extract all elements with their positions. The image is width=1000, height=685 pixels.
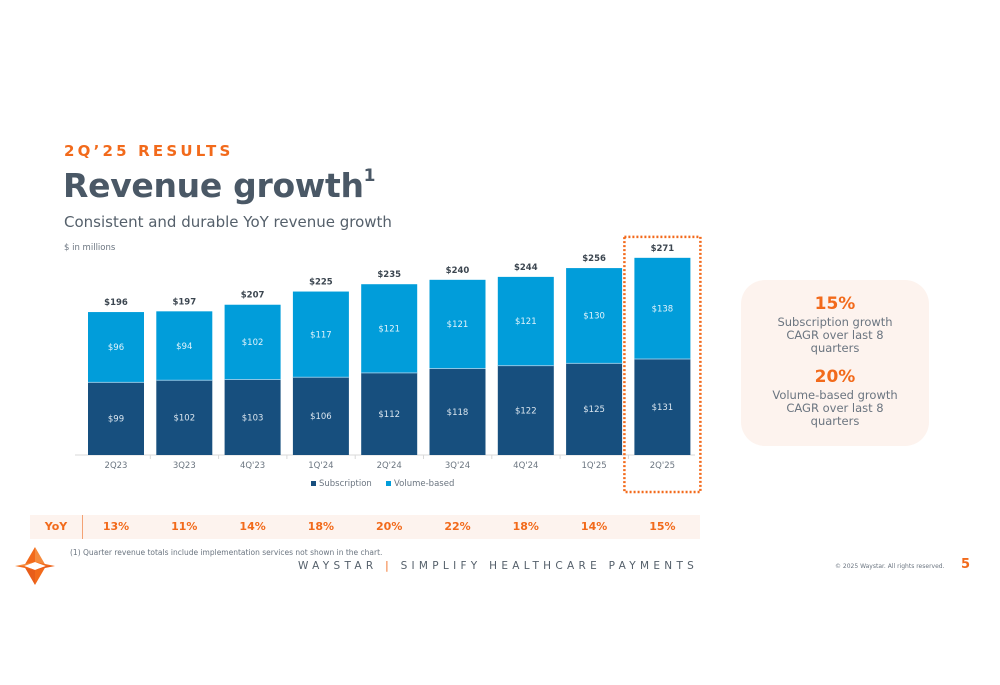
tagline-text: SIMPLIFY HEALTHCARE PAYMENTS xyxy=(400,560,699,572)
yoy-row: YoY 13% 11% 14% 18% 20% 22% 18% 14% 15% xyxy=(30,515,700,539)
bar-volume-based xyxy=(429,279,486,369)
label-total: $235 xyxy=(377,270,401,280)
label-subscription: $125 xyxy=(583,405,605,415)
yoy-value: 20% xyxy=(376,520,403,533)
label-total: $256 xyxy=(582,254,606,264)
label-volume-based: $96 xyxy=(108,343,124,353)
bar-volume-based xyxy=(497,276,554,366)
yoy-value: 13% xyxy=(102,520,130,533)
page-number: 5 xyxy=(961,557,971,572)
label-total: $244 xyxy=(514,263,538,273)
bar-subscription xyxy=(224,379,281,455)
bar-volume-based xyxy=(292,291,349,378)
yoy-value: 14% xyxy=(580,520,608,533)
label-volume-based: $130 xyxy=(583,312,605,322)
x-tick-label: 1Q'24 xyxy=(308,461,333,471)
bar-subscription xyxy=(566,363,623,455)
footnote: (1) Quarter revenue totals include imple… xyxy=(70,548,383,557)
footer-tagline: WAYSTAR | SIMPLIFY HEALTHCARE PAYMENTS xyxy=(298,560,698,572)
yoy-value: 22% xyxy=(444,520,471,533)
bar-volume-based xyxy=(566,268,623,364)
legend-swatch-volume-based xyxy=(386,481,391,486)
yoy-value: 18% xyxy=(307,520,335,533)
label-subscription: $106 xyxy=(310,412,332,422)
label-total: $271 xyxy=(651,244,675,254)
x-tick-label: 4Q'24 xyxy=(513,461,538,471)
x-tick-label: 2Q23 xyxy=(105,461,128,471)
highlight-box xyxy=(623,235,702,494)
label-total: $225 xyxy=(309,278,333,288)
section-eyebrow: 2Q’25 RESULTS xyxy=(64,142,234,160)
label-subscription: $118 xyxy=(447,408,469,418)
label-total: $197 xyxy=(172,297,196,307)
label-subscription: $122 xyxy=(515,406,537,416)
label-subscription: $112 xyxy=(378,410,400,420)
bar-volume-based xyxy=(156,311,213,381)
bar-subscription xyxy=(88,382,144,455)
legend-label-volume-based: Volume-based xyxy=(394,479,454,489)
label-subscription: $99 xyxy=(108,415,124,425)
copyright: © 2025 Waystar. All rights reserved. xyxy=(835,563,945,570)
bar-subscription xyxy=(292,377,349,455)
yoy-value: 14% xyxy=(239,520,266,533)
subscription-cagr-value: 15% xyxy=(814,294,856,314)
label-subscription: $102 xyxy=(173,414,195,424)
label-volume-based: $121 xyxy=(447,320,469,330)
bar-volume-based xyxy=(224,304,281,380)
tagline-divider: | xyxy=(385,560,393,572)
yoy-value: 18% xyxy=(512,520,539,533)
subscription-cagr-desc: Subscription growth CAGR over last 8 qua… xyxy=(777,315,893,355)
waystar-logo-icon xyxy=(15,547,55,585)
label-total: $207 xyxy=(241,291,265,301)
x-tick-label: 2Q'24 xyxy=(377,461,402,471)
label-volume-based: $94 xyxy=(176,342,192,352)
bar-volume-based xyxy=(634,257,691,359)
volume-cagr-value: 20% xyxy=(814,367,856,387)
bar-volume-based xyxy=(361,284,418,373)
bar-subscription xyxy=(497,365,554,455)
bar-volume-based xyxy=(88,312,144,383)
label-volume-based: $117 xyxy=(310,330,332,340)
brand-name: WAYSTAR xyxy=(298,560,378,572)
label-total: $240 xyxy=(446,266,470,276)
yoy-divider xyxy=(82,515,83,539)
bar-subscription xyxy=(156,380,213,455)
yoy-value: 11% xyxy=(171,520,198,533)
bar-subscription xyxy=(429,368,486,455)
bar-subscription xyxy=(634,358,691,455)
page-title: Revenue growth1 xyxy=(63,166,375,205)
x-tick-label: 2Q'25 xyxy=(650,461,675,471)
label-subscription: $131 xyxy=(652,403,674,413)
label-subscription: $103 xyxy=(242,413,264,423)
cagr-callout: 15% Subscription growth CAGR over last 8… xyxy=(741,280,929,446)
label-volume-based: $121 xyxy=(378,325,400,335)
yoy-value: 15% xyxy=(649,520,676,533)
x-tick-label: 1Q'25 xyxy=(581,461,606,471)
x-tick-label: 4Q'23 xyxy=(240,461,265,471)
x-tick-label: 3Q'24 xyxy=(445,461,470,471)
x-tick-label: 3Q23 xyxy=(173,461,196,471)
volume-cagr-desc: Volume-based growth CAGR over last 8 qua… xyxy=(772,388,898,428)
label-volume-based: $102 xyxy=(242,338,264,348)
title-footnote-marker: 1 xyxy=(363,166,376,186)
units-label: $ in millions xyxy=(64,243,116,253)
page-title-text: Revenue growth xyxy=(63,166,364,205)
yoy-label: YoY xyxy=(44,520,68,533)
label-volume-based: $121 xyxy=(515,317,537,327)
legend-swatch-subscription xyxy=(311,481,316,486)
bar-subscription xyxy=(361,372,418,455)
label-total: $196 xyxy=(104,298,128,308)
page-subtitle: Consistent and durable YoY revenue growt… xyxy=(64,213,392,231)
label-volume-based: $138 xyxy=(652,304,674,314)
legend-label-subscription: Subscription xyxy=(319,479,372,489)
